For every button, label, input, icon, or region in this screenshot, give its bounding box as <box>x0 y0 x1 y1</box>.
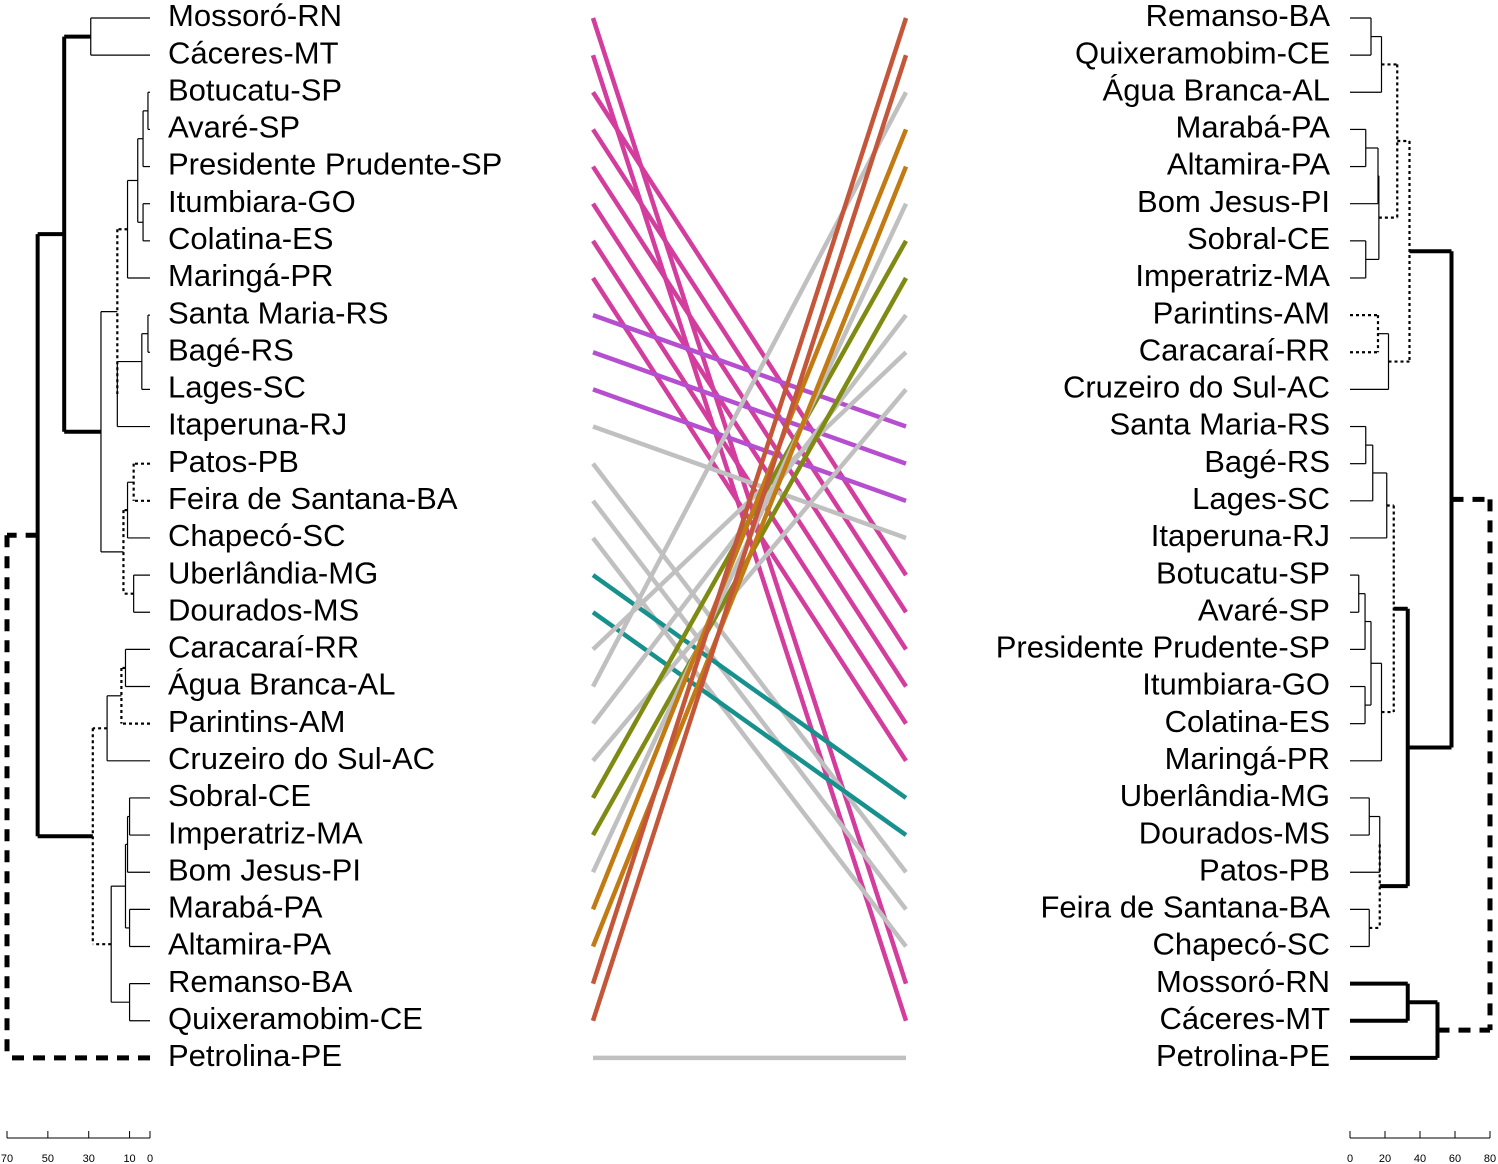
leaf-label: Sobral-CE <box>1187 221 1330 256</box>
connection <box>591 573 908 800</box>
connection <box>591 462 908 874</box>
leaf-label: Maringá-PR <box>1165 741 1330 776</box>
connection <box>591 610 908 837</box>
tick-label: 50 <box>42 1153 54 1164</box>
leaf-label: Uberlândia-MG <box>168 555 378 590</box>
leaf-label: Imperatriz-MA <box>168 815 363 850</box>
tick-label: 10 <box>123 1153 135 1164</box>
tick-label: 40 <box>1414 1153 1426 1164</box>
leaf-label: Água Branca-AL <box>168 667 395 702</box>
leaf-label: Petrolina-PE <box>1156 1038 1330 1073</box>
leaf-label: Mossoró-RN <box>168 0 342 33</box>
leaf-label: Itaperuna-RJ <box>1151 518 1330 553</box>
leaf-label: Patos-PB <box>1199 852 1330 887</box>
leaf-label: Petrolina-PE <box>168 1038 342 1073</box>
leaf-label: Remanso-BA <box>168 964 353 999</box>
leaf-label: Marabá-PA <box>1176 110 1331 145</box>
leaf-label: Parintins-AM <box>168 704 345 739</box>
leaf-label: Maringá-PR <box>168 258 333 293</box>
leaf-label: Presidente Prudente-SP <box>996 630 1330 665</box>
connection <box>591 91 908 688</box>
leaf-label: Presidente Prudente-SP <box>168 147 502 182</box>
leaf-label: Água Branca-AL <box>1103 72 1330 107</box>
leaf-label: Lages-SC <box>1192 481 1330 516</box>
leaf-label: Sobral-CE <box>168 778 311 813</box>
leaf-label: Feira de Santana-BA <box>1040 890 1330 925</box>
tick-label: 80 <box>1484 1153 1496 1164</box>
leaf-label: Uberlândia-MG <box>1120 778 1330 813</box>
leaf-label: Itumbiara-GO <box>1142 667 1330 702</box>
leaf-label: Colatina-ES <box>168 221 333 256</box>
tick-label: 60 <box>1449 1153 1461 1164</box>
connection <box>590 17 909 985</box>
tick-label: 20 <box>1379 1153 1391 1164</box>
leaf-label: Avaré-SP <box>1198 592 1330 627</box>
connection <box>590 54 909 1022</box>
leaf-label: Botucatu-SP <box>168 72 342 107</box>
tick-label: 70 <box>1 1153 13 1164</box>
tick-label: 0 <box>147 1153 153 1164</box>
leaf-label: Bom Jesus-PI <box>168 852 361 887</box>
leaf-label: Itumbiara-GO <box>168 184 356 219</box>
tick-label: 0 <box>1347 1153 1353 1164</box>
leaf-label: Avaré-SP <box>168 110 300 145</box>
leaf-label: Colatina-ES <box>1165 704 1330 739</box>
leaf-label: Chapecó-SC <box>168 518 345 553</box>
leaf-label: Cáceres-MT <box>168 35 339 70</box>
leaf-label: Santa Maria-RS <box>168 295 389 330</box>
leaf-label: Altamira-PA <box>1167 147 1330 182</box>
leaf-label: Caracaraí-RR <box>1139 332 1330 367</box>
leaf-label: Altamira-PA <box>168 927 331 962</box>
leaf-label: Imperatriz-MA <box>1135 258 1330 293</box>
leaf-label: Cruzeiro do Sul-AC <box>1063 370 1330 405</box>
leaf-label: Cruzeiro do Sul-AC <box>168 741 435 776</box>
tick-label: 30 <box>83 1153 95 1164</box>
connection <box>590 165 909 948</box>
leaf-label: Cáceres-MT <box>1159 1001 1330 1036</box>
leaf-label: Chapecó-SC <box>1153 927 1330 962</box>
leaf-label: Botucatu-SP <box>1156 555 1330 590</box>
connection <box>591 91 908 577</box>
leaf-label: Mossoró-RN <box>1156 964 1330 999</box>
leaf-label: Quixeramobim-CE <box>1075 35 1330 70</box>
connection <box>592 387 907 503</box>
leaf-label: Dourados-MS <box>168 592 359 627</box>
leaf-label: Bagé-RS <box>168 332 294 367</box>
leaf-label: Patos-PB <box>168 444 299 479</box>
leaf-label: Quixeramobim-CE <box>168 1001 423 1036</box>
leaf-label: Santa Maria-RS <box>1109 407 1330 442</box>
connection <box>592 350 907 466</box>
leaf-label: Lages-SC <box>168 370 306 405</box>
connection <box>591 387 908 763</box>
connection <box>591 536 908 948</box>
leaf-label: Caracaraí-RR <box>168 630 359 665</box>
leaf-label: Bom Jesus-PI <box>1137 184 1330 219</box>
leaf-label: Bagé-RS <box>1204 444 1330 479</box>
connection <box>592 424 907 541</box>
connection <box>592 313 907 429</box>
leaf-label: Parintins-AM <box>1153 295 1330 330</box>
leaf-label: Remanso-BA <box>1146 0 1331 33</box>
leaf-label: Marabá-PA <box>168 890 323 925</box>
connection <box>591 499 908 911</box>
connection <box>590 128 909 911</box>
leaf-label: Dourados-MS <box>1139 815 1330 850</box>
leaf-label: Feira de Santana-BA <box>168 481 458 516</box>
leaf-label: Itaperuna-RJ <box>168 407 347 442</box>
